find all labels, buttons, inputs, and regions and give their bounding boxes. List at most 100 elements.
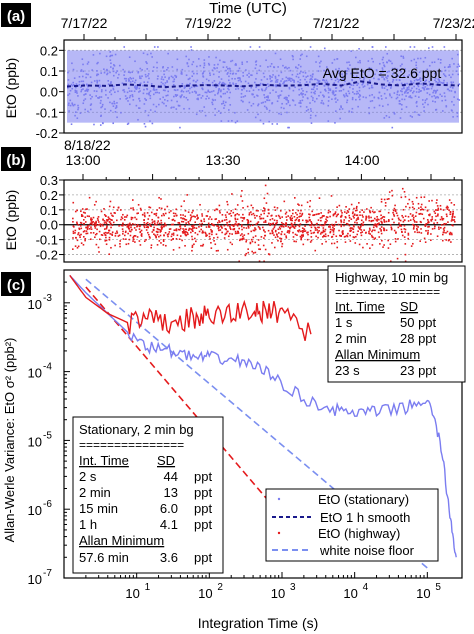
b-point	[134, 216, 136, 219]
b-point	[221, 219, 224, 222]
a-point	[274, 52, 277, 55]
svg-text:ppt: ppt	[194, 550, 212, 565]
b-point	[263, 260, 265, 263]
a-point	[416, 74, 419, 76]
b-point	[228, 232, 231, 235]
a-point	[329, 89, 332, 92]
b-point	[360, 219, 363, 222]
a-point	[174, 74, 176, 77]
a-point	[350, 50, 353, 52]
a-point	[254, 67, 257, 70]
b-point	[160, 228, 163, 230]
a-point	[383, 65, 386, 68]
a-density-band	[67, 50, 459, 123]
b-point	[388, 198, 390, 200]
b-point	[140, 209, 142, 211]
b-point	[262, 210, 264, 212]
b-point	[72, 221, 74, 223]
b-point	[318, 230, 320, 232]
a-point	[220, 89, 222, 92]
c-ytick-label: 10	[28, 503, 42, 518]
b-point	[420, 221, 422, 224]
b-point	[326, 216, 329, 219]
a-point	[421, 77, 424, 80]
b-point	[292, 231, 294, 234]
a-point	[408, 88, 410, 91]
b-point	[200, 228, 202, 231]
b-point	[366, 208, 368, 210]
b-point	[89, 238, 92, 241]
b-point	[160, 198, 162, 200]
b-point	[105, 215, 107, 218]
b-point	[97, 219, 99, 222]
b-point	[427, 226, 429, 228]
b-point	[281, 243, 284, 245]
b-point	[397, 217, 400, 220]
b-point	[132, 207, 134, 209]
a-point	[251, 74, 253, 77]
b-point	[243, 234, 246, 236]
a-point	[215, 83, 217, 85]
a-point	[72, 81, 75, 84]
b-point	[249, 241, 252, 244]
a-point	[155, 105, 158, 108]
b-point	[273, 224, 276, 227]
b-point	[365, 219, 367, 221]
a-point	[439, 62, 442, 64]
b-point	[171, 219, 174, 221]
a-ytick-label: 0.1	[40, 64, 58, 79]
b-point	[149, 237, 151, 239]
a-point	[322, 78, 325, 81]
b-point	[303, 230, 306, 233]
b-point	[190, 218, 192, 220]
a-point	[154, 110, 156, 113]
b-point	[94, 225, 96, 227]
a-point	[131, 71, 134, 74]
b-point	[192, 209, 194, 212]
b-point	[209, 238, 211, 240]
b-point	[237, 230, 239, 233]
a-point	[287, 101, 290, 104]
a-point	[360, 73, 363, 76]
b-point	[374, 223, 377, 225]
b-point	[393, 215, 396, 217]
b-point	[148, 223, 151, 225]
a-point	[305, 76, 308, 78]
legend-smooth: EtO 1 h smooth	[320, 510, 410, 525]
b-point	[374, 237, 377, 239]
a-point	[111, 102, 114, 105]
a-point	[70, 123, 73, 126]
a-stationary-points	[67, 46, 461, 129]
b-point	[197, 217, 199, 220]
b-point	[141, 213, 144, 216]
b-point	[453, 219, 456, 221]
a-point	[418, 114, 421, 116]
b-point	[404, 243, 407, 245]
b-point	[264, 221, 267, 223]
b-point	[165, 244, 167, 247]
b-ytick-label: -0.2	[36, 248, 58, 263]
b-point	[102, 224, 104, 227]
a-point	[415, 101, 418, 104]
a-point	[203, 62, 206, 64]
b-point	[191, 235, 193, 238]
b-point	[358, 202, 360, 204]
a-point	[369, 68, 371, 71]
b-point	[201, 230, 204, 232]
a-point	[134, 60, 136, 63]
a-point	[229, 68, 231, 70]
a-point	[434, 90, 437, 92]
svg-text:2 s: 2 s	[79, 469, 97, 484]
a-point	[138, 97, 141, 100]
a-ytick-label: -0.2	[36, 126, 58, 141]
b-point	[345, 222, 348, 225]
b-point	[210, 223, 213, 225]
b-point	[370, 206, 372, 209]
b-point	[252, 236, 255, 239]
a-point	[114, 107, 117, 109]
b-point	[350, 203, 353, 206]
b-point	[333, 228, 335, 230]
b-point	[198, 223, 201, 226]
a-point	[179, 96, 182, 99]
a-point	[393, 111, 395, 114]
